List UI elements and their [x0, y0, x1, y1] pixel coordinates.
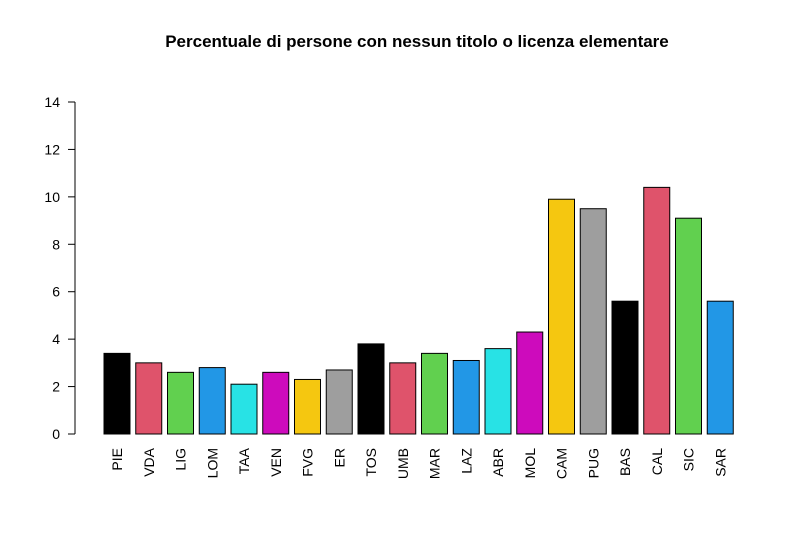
x-tick-label: LIG — [173, 448, 189, 471]
y-tick-label: 4 — [52, 331, 60, 347]
bar-taa — [230, 383, 258, 435]
x-tick-label: FVG — [300, 448, 316, 477]
x-axis-labels: PIE VDA LIG LOM TAA VEN FVG ER TOS UMB MAR LAZ ABR MO… — [109, 447, 728, 479]
bar-abr — [484, 348, 512, 435]
y-tick-label: 10 — [44, 189, 60, 205]
bar-sic — [675, 217, 702, 435]
bar-er — [325, 369, 353, 435]
x-tick-label: VDA — [141, 447, 157, 476]
x-tick-label: TOS — [363, 448, 379, 477]
x-tick-label: LOM — [204, 448, 220, 478]
bar-umb — [389, 362, 417, 435]
chart-title: Percentuale di persone con nessun titolo… — [165, 32, 669, 51]
bar-lom — [198, 367, 226, 435]
x-tick-label: SAR — [712, 448, 728, 477]
x-tick-label: CAM — [554, 448, 570, 479]
bar-lig — [167, 371, 194, 435]
bar-cam — [548, 198, 575, 435]
x-tick-label: ABR — [490, 448, 506, 477]
x-tick-label: MAR — [427, 448, 443, 479]
x-tick-label: LAZ — [458, 448, 474, 474]
x-tick-label: MOL — [522, 448, 538, 479]
x-tick-label: TAA — [236, 447, 252, 474]
bar-laz — [452, 359, 480, 435]
bar-bas — [611, 300, 639, 435]
bar-mar — [421, 352, 448, 435]
y-tick-label: 6 — [52, 284, 60, 300]
x-tick-label: PUG — [585, 448, 601, 478]
bar-fvg — [294, 378, 321, 435]
y-tick-label: 12 — [44, 141, 60, 157]
y-axis: 0 2 4 6 8 10 12 14 — [44, 94, 75, 442]
x-tick-label: VEN — [268, 448, 284, 477]
bar-mol — [516, 331, 544, 435]
y-tick-label: 2 — [52, 379, 60, 395]
x-tick-label: BAS — [617, 448, 633, 476]
y-tick-label: 8 — [52, 236, 60, 252]
bar-vda — [135, 362, 163, 435]
x-tick-label: CAL — [649, 448, 665, 475]
x-tick-label: PIE — [109, 448, 125, 471]
bar-tos — [357, 343, 385, 435]
bar-cal — [643, 186, 671, 435]
bar-sar — [706, 300, 734, 435]
y-tick-label: 0 — [52, 426, 60, 442]
bar-ven — [262, 371, 290, 435]
x-tick-label: UMB — [395, 448, 411, 479]
bars — [103, 186, 734, 435]
y-tick-label: 14 — [44, 94, 60, 110]
x-tick-label: SIC — [681, 448, 697, 471]
bar-pie — [103, 352, 131, 435]
x-tick-label: ER — [331, 448, 347, 467]
bar-pug — [579, 208, 607, 435]
